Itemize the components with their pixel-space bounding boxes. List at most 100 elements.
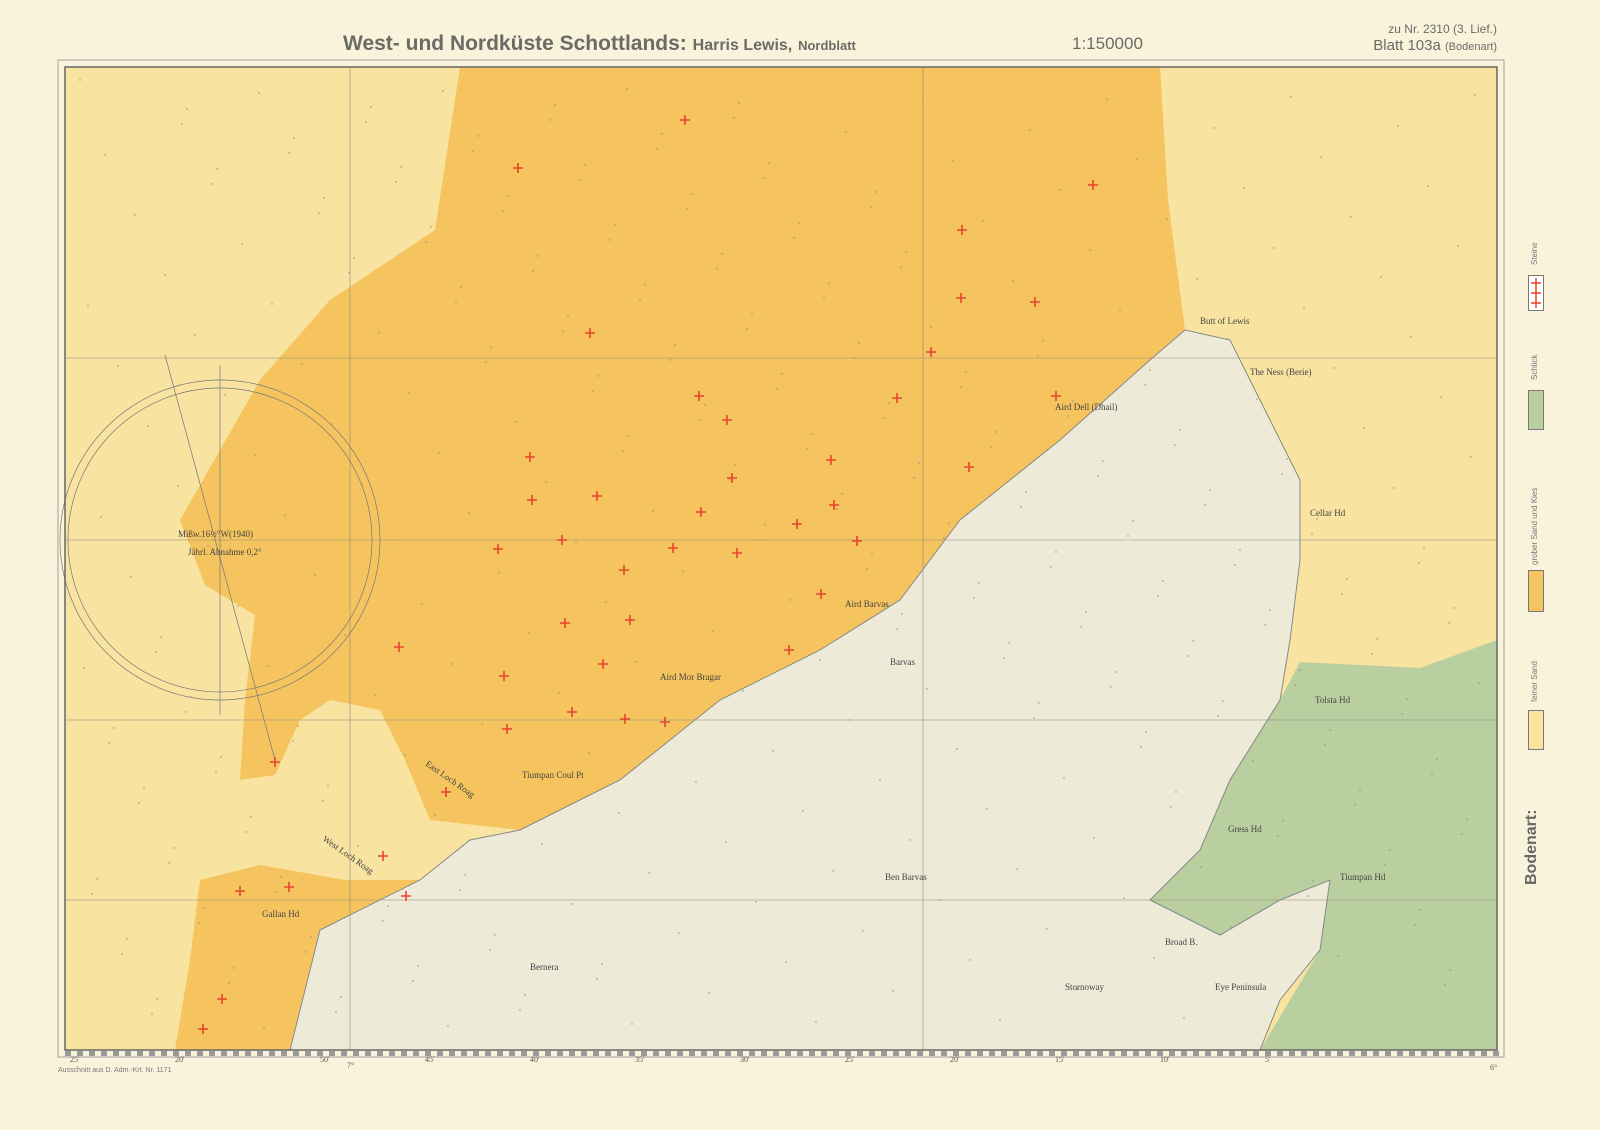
sounding-mark — [391, 543, 393, 545]
sounding-mark — [1127, 535, 1129, 537]
sounding-mark — [926, 688, 928, 690]
scale-segment — [1169, 1051, 1175, 1056]
sounding-mark — [1033, 717, 1035, 719]
sounding-mark — [742, 690, 744, 692]
legend-title: Bodenart: — [1523, 809, 1540, 885]
sounding-mark — [725, 841, 727, 843]
sounding-mark — [442, 90, 444, 92]
stone-marker — [625, 615, 635, 625]
sounding-mark — [292, 740, 294, 742]
sounding-mark — [104, 154, 106, 156]
sounding-mark — [528, 632, 530, 634]
label-aird-barvas: Aird Barvas — [845, 599, 889, 609]
legend-label-coarse-sand: grober Sand und Kies — [1530, 487, 1539, 565]
legend-swatch-coarse-sand — [1528, 570, 1544, 612]
sounding-mark — [267, 665, 269, 667]
scale-segment — [1277, 1051, 1283, 1056]
sounding-mark — [1179, 429, 1181, 431]
sounding-mark — [1333, 367, 1335, 369]
sounding-mark — [203, 907, 205, 909]
sounding-mark — [365, 121, 367, 123]
sounding-mark — [451, 663, 453, 665]
sounding-mark — [361, 483, 363, 485]
stone-marker — [620, 714, 630, 724]
lon-tick-label: 25' — [845, 1055, 855, 1064]
sounding-mark — [1397, 125, 1399, 127]
sounding-mark — [588, 752, 590, 754]
scale-segment — [881, 1051, 887, 1056]
sounding-mark — [939, 899, 941, 901]
sounding-mark — [759, 539, 761, 541]
sounding-mark — [943, 537, 945, 539]
sounding-mark — [1174, 444, 1176, 446]
sounding-mark — [207, 545, 209, 547]
title-main: West- und Nordküste Schottlands: — [343, 32, 687, 55]
sounding-mark — [905, 251, 907, 253]
legend-label-mud: Schlick — [1530, 354, 1539, 380]
scale-segment — [77, 1051, 83, 1056]
sounding-mark — [198, 922, 200, 924]
sounding-mark — [665, 721, 667, 723]
sounding-mark — [254, 454, 256, 456]
stone-marker — [525, 452, 535, 462]
sounding-mark — [712, 630, 714, 632]
scale-segment — [785, 1051, 791, 1056]
sounding-mark — [186, 108, 188, 110]
sounding-mark — [1106, 98, 1108, 100]
sounding-mark — [1260, 986, 1262, 988]
scale-segment — [569, 1051, 575, 1056]
scale-segment — [797, 1051, 803, 1056]
sounding-mark — [909, 839, 911, 841]
lon-tick-label: 25' — [70, 1055, 80, 1064]
lon-tick-label: 5' — [1265, 1055, 1271, 1064]
scale-segment — [605, 1051, 611, 1056]
sounding-mark — [1346, 578, 1348, 580]
map-title: West- und Nordküste Schottlands: Harris … — [343, 32, 856, 56]
sounding-mark — [1007, 295, 1009, 297]
lon-tick-label: 20' — [175, 1055, 185, 1064]
sounding-mark — [772, 750, 774, 752]
legend: Steine Schlick grober Sand und Kies fein… — [1520, 230, 1560, 900]
scale-segment — [485, 1051, 491, 1056]
sounding-mark — [768, 162, 770, 164]
sounding-mark — [1209, 489, 1211, 491]
sounding-mark — [1072, 400, 1074, 402]
sounding-mark — [215, 771, 217, 773]
sounding-mark — [716, 268, 718, 270]
scale-segment — [1397, 1051, 1403, 1056]
scale-segment — [1493, 1051, 1499, 1056]
sounding-mark — [596, 978, 598, 980]
sounding-mark — [1153, 957, 1155, 959]
sounding-mark — [935, 311, 937, 313]
sounding-mark — [1093, 837, 1095, 839]
map-scale: 1:150000 — [1072, 34, 1143, 53]
sounding-mark — [408, 392, 410, 394]
sounding-mark — [1354, 804, 1356, 806]
sounding-mark — [464, 874, 466, 876]
scale-segment — [161, 1051, 167, 1056]
sounding-mark — [511, 783, 513, 785]
sounding-mark — [995, 431, 997, 433]
sounding-mark — [836, 508, 838, 510]
scale-segment — [1181, 1051, 1187, 1056]
scale-segment — [233, 1051, 239, 1056]
sounding-mark — [434, 814, 436, 816]
stone-marker — [964, 462, 974, 472]
sounding-mark — [515, 421, 517, 423]
scale-segment — [1241, 1051, 1247, 1056]
sounding-mark — [1367, 1015, 1369, 1017]
sounding-mark — [447, 1025, 449, 1027]
scale-segment — [629, 1051, 635, 1056]
scale-segment — [113, 1051, 119, 1056]
sounding-mark — [918, 462, 920, 464]
graticule — [65, 67, 1497, 1050]
sounding-mark — [870, 206, 872, 208]
stone-marker — [284, 882, 294, 892]
sounding-mark — [678, 932, 680, 934]
sounding-mark — [622, 450, 624, 452]
sounding-mark — [849, 719, 851, 721]
sounding-mark — [87, 305, 89, 307]
sounding-mark — [412, 980, 414, 982]
sounding-mark — [1067, 415, 1069, 417]
sounding-mark — [763, 177, 765, 179]
